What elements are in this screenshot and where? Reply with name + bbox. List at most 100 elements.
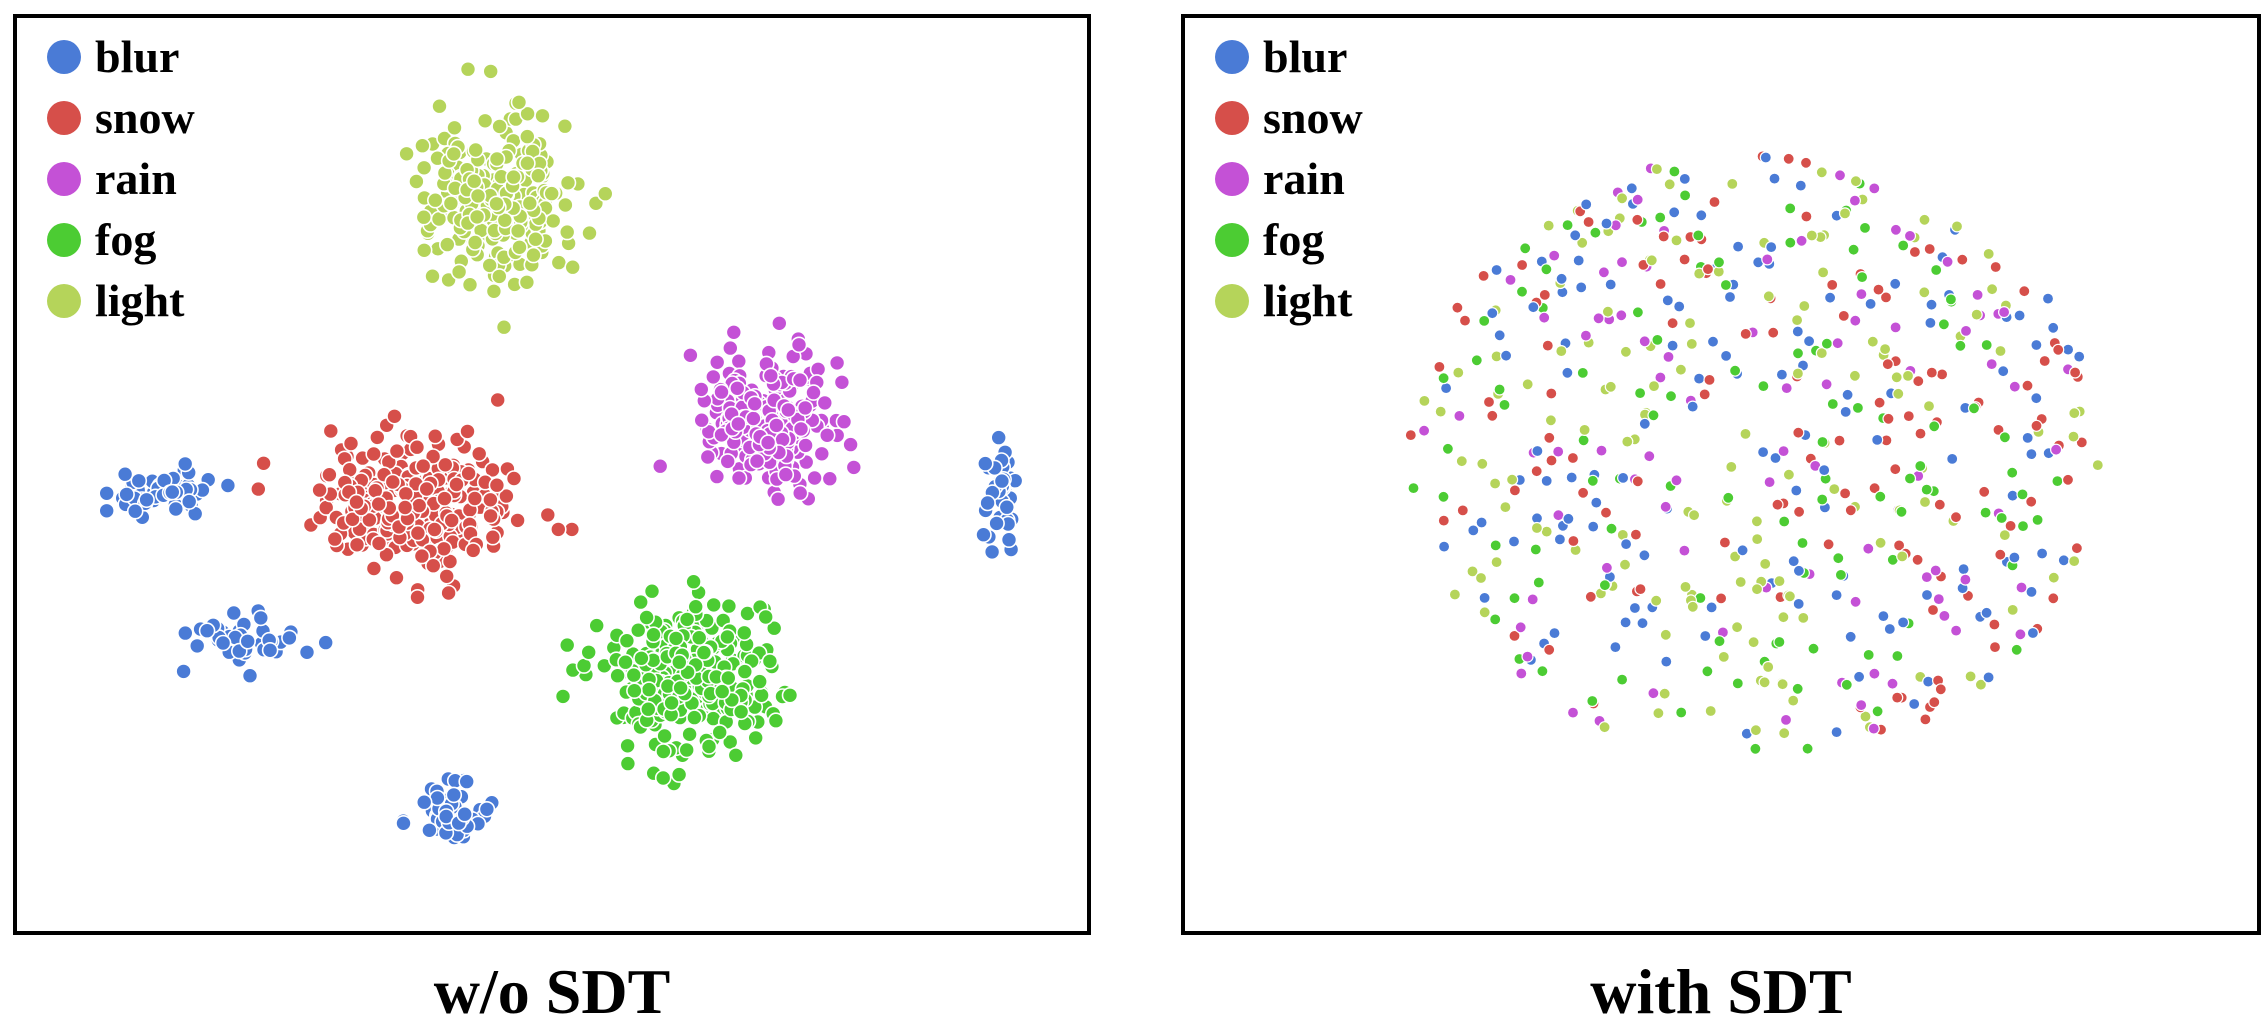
- data-point-snow: [1833, 434, 1846, 447]
- data-point-fog: [2051, 475, 2064, 488]
- data-point-light: [511, 239, 528, 256]
- data-point-blur: [281, 629, 298, 647]
- data-point-snow: [482, 491, 499, 509]
- data-point-fog: [638, 609, 655, 626]
- data-point-blur: [214, 634, 232, 652]
- data-point-light: [1751, 532, 1764, 546]
- data-point-blur: [252, 609, 270, 627]
- data-point-blur: [1620, 537, 1633, 551]
- data-point-blur: [1877, 609, 1890, 623]
- data-point-snow: [1678, 253, 1691, 266]
- data-point-light: [525, 246, 542, 264]
- data-point-blur: [1438, 540, 1451, 553]
- data-point-light: [559, 174, 577, 192]
- data-point-snow: [424, 448, 442, 465]
- data-point-blur: [1565, 471, 1578, 484]
- data-point-fog: [1784, 236, 1797, 249]
- data-point-light: [1674, 363, 1687, 376]
- data-point-snow: [1908, 245, 1922, 259]
- data-point-snow: [1629, 528, 1642, 541]
- legend-item-light: light: [47, 270, 195, 331]
- data-point-fog: [1478, 314, 1491, 327]
- data-point-snow: [1566, 451, 1579, 465]
- data-point-light: [519, 154, 536, 172]
- data-point-rain: [816, 394, 834, 412]
- data-point-blur: [2030, 392, 2043, 405]
- data-point-rain: [1453, 409, 1466, 422]
- data-point-fog: [1561, 219, 1574, 232]
- data-point-fog: [713, 683, 731, 700]
- data-point-fog: [767, 712, 785, 730]
- data-point-snow: [386, 407, 403, 425]
- data-point-fog: [1493, 383, 1506, 396]
- data-point-blur: [1590, 496, 1603, 509]
- data-point-snow: [1508, 484, 1521, 497]
- data-point-light: [534, 107, 551, 125]
- data-point-blur: [421, 821, 438, 839]
- data-point-blur: [998, 498, 1016, 516]
- data-point-blur: [2008, 551, 2021, 564]
- data-point-rain: [1678, 544, 1691, 557]
- data-point-fog: [1634, 387, 1647, 400]
- data-point-light: [459, 60, 477, 78]
- data-point-snow: [1538, 288, 1551, 301]
- data-point-fog: [1712, 256, 1726, 269]
- data-point-snow: [1882, 412, 1895, 425]
- data-point-fog: [1816, 435, 1829, 449]
- data-point-light: [1542, 219, 1555, 232]
- data-point-snow: [1889, 463, 1902, 476]
- data-point-snow: [1701, 263, 1715, 276]
- data-point-snow: [1911, 553, 1924, 566]
- data-point-snow: [1708, 195, 1721, 209]
- data-point-snow: [1978, 485, 1991, 498]
- data-point-blur: [1925, 298, 1938, 311]
- data-point-blur: [1864, 297, 1877, 310]
- data-point-blur: [1759, 151, 1772, 164]
- data-point-snow: [1800, 210, 1813, 223]
- data-point-blur: [2025, 448, 2038, 461]
- data-point-snow: [368, 429, 386, 446]
- legend-swatch-snow: [1215, 100, 1249, 135]
- data-point-fog: [1651, 333, 1664, 346]
- data-point-snow: [1838, 487, 1852, 500]
- data-point-fog: [1928, 420, 1941, 433]
- data-point-light: [1998, 528, 2011, 542]
- data-point-light: [2067, 430, 2080, 443]
- data-point-blur: [317, 634, 335, 651]
- data-point-light: [1506, 473, 1519, 486]
- data-point-snow: [1698, 388, 1711, 401]
- data-point-blur: [2030, 338, 2043, 352]
- data-point-light: [2006, 603, 2019, 617]
- data-point-blur: [241, 667, 259, 685]
- data-point-snow: [1844, 504, 1857, 517]
- data-point-rain: [1833, 169, 1847, 182]
- data-point-snow: [426, 521, 443, 538]
- data-point-blur: [1957, 562, 1970, 576]
- data-point-snow: [1902, 410, 1915, 423]
- data-point-fog: [705, 596, 723, 614]
- data-point-light: [1773, 574, 1786, 588]
- data-point-light: [564, 258, 582, 276]
- data-point-fog: [1532, 576, 1545, 589]
- data-point-fog: [1577, 434, 1590, 447]
- data-point-light: [466, 234, 484, 251]
- data-point-light: [1896, 550, 1909, 563]
- data-point-light: [415, 159, 433, 177]
- data-point-fog: [1701, 665, 1714, 678]
- data-point-snow: [1666, 317, 1679, 330]
- data-point-light: [556, 117, 574, 135]
- data-point-fog: [2006, 466, 2019, 479]
- data-point-snow: [1925, 366, 1938, 379]
- data-point-light: [1679, 580, 1692, 594]
- data-point-snow: [378, 546, 395, 564]
- data-point-light: [1739, 427, 1752, 440]
- data-point-light: [446, 119, 463, 137]
- panel-caption: with SDT: [1590, 956, 1852, 1027]
- data-point-blur: [2057, 554, 2070, 567]
- data-point-snow: [409, 588, 426, 606]
- data-point-snow: [1456, 504, 1469, 517]
- data-point-rain: [1548, 249, 1561, 262]
- data-point-light: [2047, 571, 2060, 584]
- data-point-fog: [632, 593, 650, 611]
- data-point-light: [485, 282, 503, 300]
